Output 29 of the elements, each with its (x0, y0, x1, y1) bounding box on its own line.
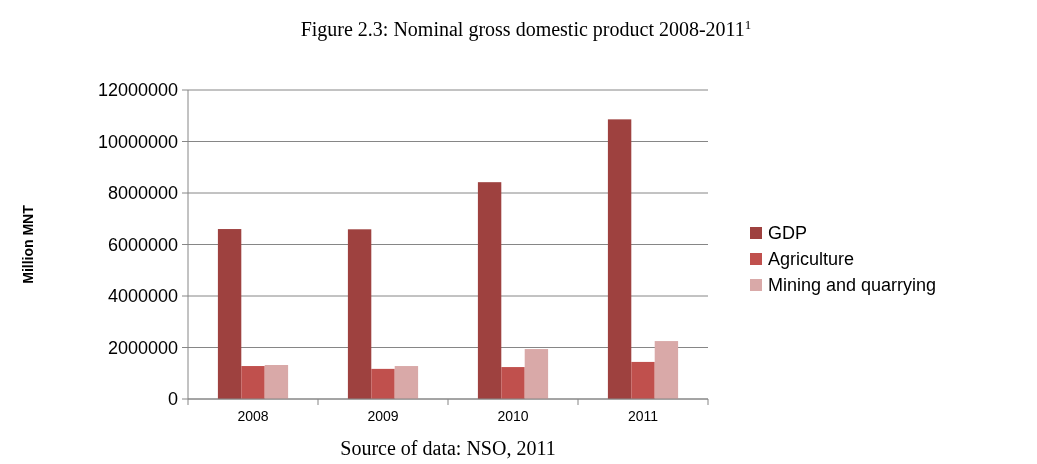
legend-label: Mining and quarrying (768, 275, 937, 296)
bar (607, 119, 632, 399)
y-tick-label: 6000000 (107, 234, 178, 255)
x-tick-label: 2008 (237, 408, 269, 424)
x-tick-label: 2009 (367, 408, 399, 424)
bar (217, 229, 242, 399)
bar (371, 368, 395, 399)
bar (241, 366, 265, 399)
y-tick-label: 8000000 (107, 183, 178, 204)
source-note: Source of data: NSO, 2011 (340, 437, 556, 459)
bar (524, 349, 549, 399)
y-tick-label: 12000000 (97, 80, 178, 101)
legend-label: GDP (768, 223, 808, 244)
chart-title: Figure 2.3: Nominal gross domestic product 2008-2011$^{1}$ (300, 16, 752, 41)
x-tick-label: 2011 (627, 408, 659, 424)
y-axis-title: Million MNT (20, 204, 36, 284)
bar (394, 366, 419, 399)
y-tick-label: 0 (167, 389, 178, 410)
bar (654, 341, 679, 399)
x-tick-label: 2010 (497, 408, 529, 424)
legend-label: Agriculture (768, 249, 855, 270)
y-tick-label: 2000000 (107, 337, 178, 358)
y-tick-label: 10000000 (97, 131, 178, 152)
y-tick-label: 4000000 (107, 286, 178, 307)
bar (501, 367, 525, 399)
bar (264, 365, 289, 399)
bar (347, 229, 372, 399)
bar (477, 182, 502, 399)
bar (631, 361, 655, 399)
